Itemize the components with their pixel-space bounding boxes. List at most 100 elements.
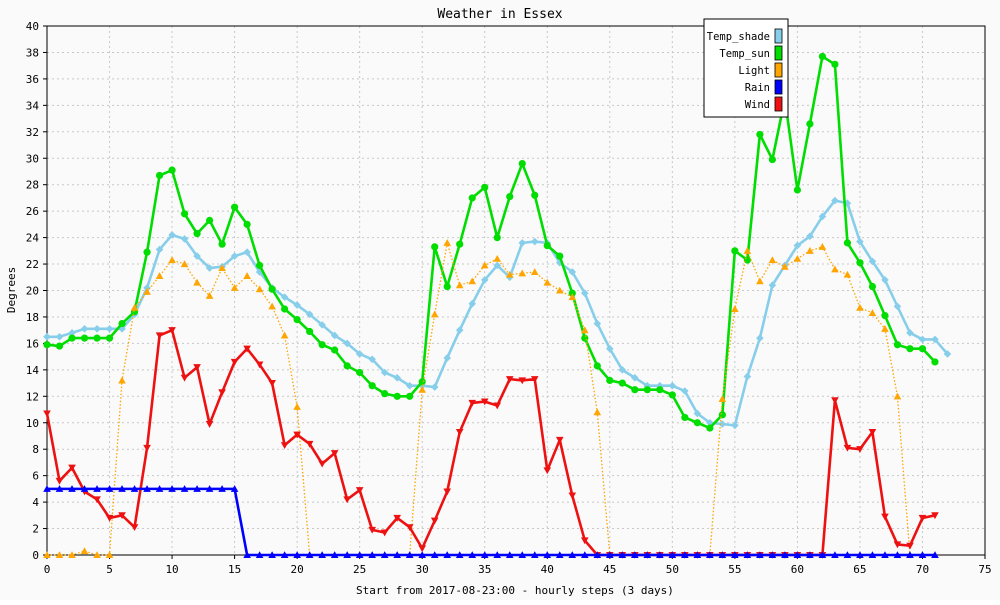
data-point-temp-shade	[568, 268, 577, 276]
data-point-rain	[93, 485, 101, 492]
data-point-temp-sun	[906, 345, 914, 353]
series-area	[43, 52, 952, 559]
data-point-temp-sun	[93, 334, 101, 342]
data-point-light	[718, 395, 727, 402]
data-point-wind	[105, 514, 114, 522]
data-point-temp-sun	[431, 243, 439, 251]
x-tick-label: 35	[478, 563, 491, 576]
data-point-rain	[543, 551, 552, 559]
data-point-temp-sun	[293, 315, 301, 324]
data-point-rain	[430, 551, 439, 559]
data-point-temp-sun	[631, 386, 639, 394]
data-point-rain	[631, 551, 639, 559]
data-point-rain	[230, 485, 239, 492]
data-point-wind	[843, 444, 852, 452]
data-point-rain	[55, 485, 64, 492]
data-point-light	[468, 277, 477, 285]
legend-label-temp-sun: Temp_sun	[719, 48, 770, 60]
data-point-rain	[555, 551, 564, 559]
data-point-temp-sun	[55, 342, 64, 350]
y-tick-label: 26	[26, 205, 39, 218]
data-point-wind	[918, 514, 927, 522]
data-point-temp-sun	[493, 234, 501, 242]
data-point-temp-shade	[918, 335, 927, 344]
data-point-wind	[906, 542, 914, 550]
data-point-rain	[593, 551, 602, 559]
data-point-light	[756, 277, 764, 285]
data-point-temp-shade	[756, 334, 764, 342]
data-point-temp-sun	[256, 261, 264, 269]
data-point-temp-shade	[793, 241, 802, 250]
x-axis-label: Start from 2017-08-23:00 - hourly steps …	[356, 584, 674, 597]
data-point-light	[55, 551, 64, 559]
data-point-wind	[143, 444, 151, 452]
data-point-light	[568, 293, 577, 301]
data-point-light	[68, 551, 76, 559]
data-point-temp-shade	[631, 373, 639, 382]
data-point-temp-sun	[843, 239, 852, 247]
data-point-wind	[831, 397, 839, 405]
data-point-wind	[405, 524, 414, 532]
data-point-temp-sun	[793, 186, 802, 194]
data-point-wind	[280, 442, 289, 450]
data-point-temp-sun	[543, 241, 551, 250]
data-point-temp-shade	[293, 301, 301, 309]
data-point-rain	[718, 551, 727, 559]
data-point-rain	[580, 551, 589, 559]
x-tick-label: 40	[541, 563, 554, 576]
x-tick-label: 50	[666, 563, 679, 576]
data-point-temp-shade	[430, 383, 439, 391]
data-point-temp-shade	[80, 325, 89, 333]
data-point-temp-sun	[306, 327, 314, 336]
data-point-rain	[881, 551, 889, 559]
data-point-temp-shade	[118, 325, 126, 333]
data-point-light	[443, 239, 452, 246]
data-point-temp-shade	[868, 257, 877, 266]
data-point-temp-sun	[105, 334, 114, 342]
data-point-temp-shade	[818, 212, 827, 221]
data-point-temp-shade	[205, 264, 214, 272]
data-point-temp-sun	[818, 52, 827, 61]
data-point-light	[843, 270, 852, 278]
data-point-temp-shade	[806, 232, 814, 241]
y-tick-label: 18	[26, 311, 39, 324]
data-point-rain	[818, 551, 827, 559]
data-point-temp-shade	[455, 326, 464, 334]
data-point-rain	[405, 551, 414, 559]
data-point-temp-sun	[893, 341, 902, 349]
data-point-light	[806, 247, 814, 254]
data-point-temp-sun	[831, 60, 839, 68]
data-point-temp-sun	[606, 376, 614, 385]
axes: 0 5 10 15 20 25 30 35 40 45 50 55 60 65 70 750246810121…	[26, 20, 992, 576]
data-point-rain	[180, 485, 189, 492]
data-point-temp-sun	[931, 358, 939, 366]
data-point-rain	[768, 551, 777, 559]
y-tick-label: 40	[26, 20, 39, 33]
data-point-wind	[868, 428, 877, 436]
data-point-rain	[455, 551, 464, 559]
data-point-temp-sun	[731, 247, 739, 255]
data-point-light	[180, 260, 189, 268]
data-point-wind	[518, 377, 527, 385]
data-point-rain	[468, 551, 477, 559]
data-point-temp-sun	[706, 424, 714, 432]
data-point-temp-sun	[168, 166, 176, 174]
data-point-temp-shade	[230, 252, 239, 260]
data-point-wind	[468, 399, 477, 407]
legend-swatch-temp-shade	[774, 28, 783, 44]
data-point-temp-sun	[43, 341, 51, 349]
grid	[47, 25, 986, 555]
data-point-temp-sun	[68, 334, 76, 342]
data-point-temp-sun	[381, 390, 389, 398]
data-point-wind	[68, 464, 76, 472]
data-point-temp-sun	[718, 411, 726, 419]
data-point-wind	[418, 545, 426, 553]
data-point-rain	[643, 551, 652, 559]
data-point-rain	[480, 551, 489, 559]
data-point-temp-sun	[205, 216, 214, 225]
data-point-light	[218, 264, 226, 272]
x-tick-label: 0	[44, 563, 51, 576]
data-point-light	[43, 551, 51, 559]
data-point-temp-shade	[668, 381, 677, 390]
